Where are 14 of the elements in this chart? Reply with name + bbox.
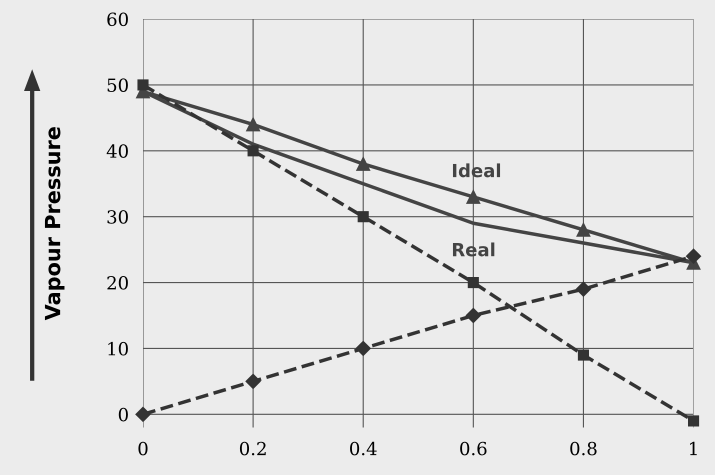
x-tick-label: 0.4 (350, 442, 377, 456)
x-tick-label: 0.6 (460, 442, 487, 456)
x-tick-label: 0.8 (570, 442, 597, 456)
x-tick-label: 0.2 (240, 442, 266, 456)
x-tick-label: 1 (690, 442, 697, 456)
y-tick-label: 30 (108, 210, 128, 224)
y-axis-title: Vapour Pressure (44, 127, 64, 320)
y-tick-label: 20 (107, 276, 128, 290)
y-tick-label: 50 (108, 78, 128, 92)
y-tick-label: 40 (106, 144, 128, 158)
y-tick-label: 10 (108, 342, 128, 356)
y-tick-label: 60 (107, 12, 128, 26)
x-tick-label: 0 (138, 442, 148, 456)
y-tick-label: 0 (118, 408, 128, 422)
